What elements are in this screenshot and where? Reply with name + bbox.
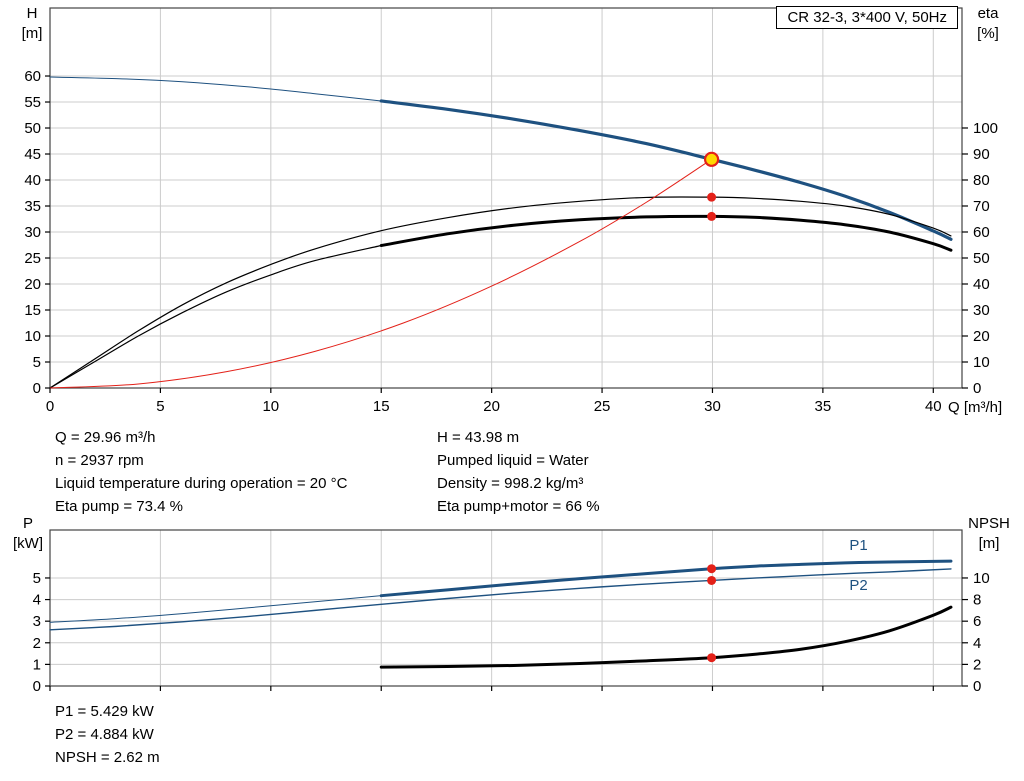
svg-text:4: 4	[33, 592, 41, 609]
npsh-axis-title: NPSH [m]	[958, 514, 1020, 554]
h-axis-unit: [m]	[21, 25, 43, 42]
svg-text:35: 35	[24, 198, 41, 215]
svg-text:P2: P2	[849, 577, 867, 594]
svg-text:30: 30	[24, 224, 41, 241]
npsh-value: NPSH = 2.62 m	[55, 749, 160, 766]
svg-text:5: 5	[156, 398, 164, 415]
svg-text:20: 20	[483, 398, 500, 415]
svg-text:35: 35	[815, 398, 832, 415]
liquid-temperature-value: Liquid temperature during operation = 20…	[55, 475, 348, 492]
svg-text:40: 40	[24, 172, 41, 189]
operating-data-left: Q = 29.96 m³/h n = 2937 rpm Liquid tempe…	[55, 426, 347, 518]
svg-text:30: 30	[704, 398, 721, 415]
pump-type-label-box: CR 32-3, 3*400 V, 50Hz	[776, 6, 958, 29]
svg-text:10: 10	[973, 570, 990, 587]
svg-text:4: 4	[973, 635, 981, 652]
svg-text:55: 55	[24, 94, 41, 111]
h-axis-symbol: H	[26, 5, 38, 22]
p-axis-title: P [kW]	[4, 514, 52, 554]
svg-text:3: 3	[33, 613, 41, 630]
npsh-axis-symbol: NPSH	[968, 515, 1010, 532]
speed-value: n = 2937 rpm	[55, 452, 144, 469]
pumped-liquid-value: Pumped liquid = Water	[437, 452, 589, 469]
svg-text:15: 15	[373, 398, 390, 415]
svg-text:2: 2	[973, 656, 981, 673]
svg-text:60: 60	[973, 224, 990, 241]
svg-text:0: 0	[973, 380, 981, 397]
svg-text:P1: P1	[849, 537, 867, 554]
svg-text:10: 10	[262, 398, 279, 415]
power-npsh-data: P1 = 5.429 kW P2 = 4.884 kW NPSH = 2.62 …	[55, 700, 160, 769]
svg-text:10: 10	[24, 328, 41, 345]
flow-value: Q = 29.96 m³/h	[55, 429, 156, 446]
svg-text:6: 6	[973, 613, 981, 630]
svg-text:15: 15	[24, 302, 41, 319]
svg-text:90: 90	[973, 146, 990, 163]
q-axis-label: Q [m³/h]	[948, 399, 1003, 416]
svg-text:0: 0	[46, 398, 54, 415]
svg-text:2: 2	[33, 635, 41, 652]
svg-text:20: 20	[24, 276, 41, 293]
svg-text:70: 70	[973, 198, 990, 215]
svg-text:0: 0	[33, 678, 41, 695]
eta-axis-title: eta [%]	[962, 4, 1014, 44]
operating-data-right: H = 43.98 m Pumped liquid = Water Densit…	[437, 426, 600, 518]
p1-value: P1 = 5.429 kW	[55, 703, 154, 720]
svg-text:50: 50	[973, 250, 990, 267]
head-value: H = 43.98 m	[437, 429, 520, 446]
svg-text:20: 20	[973, 328, 990, 345]
svg-text:100: 100	[973, 120, 998, 137]
eta-axis-symbol: eta	[977, 5, 999, 22]
eta-pump-motor-value: Eta pump+motor = 66 %	[437, 498, 600, 515]
density-value: Density = 998.2 kg/m³	[437, 475, 584, 492]
svg-text:5: 5	[33, 354, 41, 371]
p-axis-unit: [kW]	[13, 535, 43, 552]
eta-pump-value: Eta pump = 73.4 %	[55, 498, 183, 515]
svg-text:0: 0	[33, 380, 41, 397]
eta-axis-unit: [%]	[977, 25, 999, 42]
svg-text:8: 8	[973, 592, 981, 609]
p-axis-symbol: P	[22, 515, 33, 532]
svg-text:10: 10	[973, 354, 990, 371]
svg-text:40: 40	[973, 276, 990, 293]
svg-text:5: 5	[33, 570, 41, 587]
svg-text:40: 40	[925, 398, 942, 415]
svg-text:50: 50	[24, 120, 41, 137]
svg-text:1: 1	[33, 656, 41, 673]
svg-text:0: 0	[973, 678, 981, 695]
svg-text:25: 25	[24, 250, 41, 267]
svg-text:60: 60	[24, 68, 41, 85]
svg-text:80: 80	[973, 172, 990, 189]
svg-text:45: 45	[24, 146, 41, 163]
npsh-axis-unit: [m]	[978, 535, 1000, 552]
svg-text:25: 25	[594, 398, 611, 415]
h-axis-title: H [m]	[12, 4, 52, 44]
svg-text:30: 30	[973, 302, 990, 319]
p2-value: P2 = 4.884 kW	[55, 726, 154, 743]
